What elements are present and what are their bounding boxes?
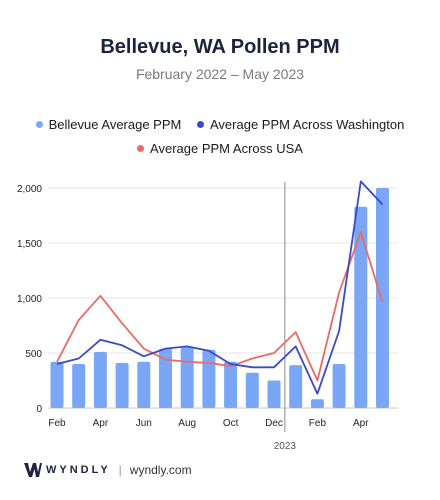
wyndly-logo-icon — [24, 463, 42, 477]
x-tick-label: Dec — [265, 418, 283, 429]
x-tick-label: Feb — [48, 418, 66, 429]
bar — [245, 372, 259, 408]
bar — [310, 399, 324, 408]
brand-name: WYNDLY — [46, 464, 111, 476]
x-tick-label: Feb — [309, 418, 327, 429]
chart-subtitle: February 2022 – May 2023 — [135, 66, 305, 82]
footer-url: wyndly.com — [129, 463, 192, 477]
bar — [224, 361, 238, 408]
bar — [376, 188, 389, 408]
year-label: 2023 — [274, 441, 297, 452]
legend-item-bellevue: Bellevue Average PPM — [35, 117, 182, 132]
bar — [289, 365, 303, 408]
x-tick-label: Oct — [223, 418, 239, 429]
legend-row-2: Average PPM Across USA — [0, 141, 440, 156]
y-tick-label: 2,000 — [17, 184, 42, 195]
bar — [202, 349, 216, 408]
bar — [137, 361, 151, 408]
legend-marker-washington — [196, 121, 204, 128]
bar — [159, 348, 172, 408]
legend-item-usa: Average PPM Across USA — [137, 141, 303, 156]
washington-line — [56, 180, 384, 395]
y-tick-label: 1,000 — [17, 294, 42, 305]
footer-separator: | — [118, 463, 122, 477]
y-tick-label: 0 — [36, 404, 42, 415]
chart-title: Bellevue, WA Pollen PPM — [100, 36, 340, 58]
legend-label-bellevue: Bellevue Average PPM — [48, 117, 182, 132]
bar — [93, 351, 107, 408]
x-tick-label: Apr — [353, 418, 369, 429]
bar — [72, 364, 86, 408]
legend-item-washington: Average PPM Across Washington — [196, 117, 405, 132]
bar — [180, 347, 194, 408]
bar — [354, 206, 368, 408]
x-tick-label: Aug — [178, 418, 196, 429]
legend-marker-bellevue — [35, 121, 43, 128]
legend-label-washington: Average PPM Across Washington — [209, 117, 405, 132]
bar — [50, 361, 64, 408]
legend-row-1: Bellevue Average PPM Average PPM Across … — [0, 117, 440, 132]
x-tick-label: Apr — [93, 418, 109, 429]
y-tick-label: 1,500 — [17, 239, 42, 250]
usa-line — [56, 231, 384, 382]
legend-marker-usa — [137, 145, 145, 152]
footer: WYNDLY | wyndly.com — [24, 463, 192, 477]
y-tick-label: 500 — [25, 349, 42, 360]
bar — [115, 362, 129, 408]
bar — [267, 380, 281, 408]
x-tick-label: Jun — [136, 418, 152, 429]
legend-label-usa: Average PPM Across USA — [150, 141, 303, 156]
bar — [332, 364, 346, 408]
